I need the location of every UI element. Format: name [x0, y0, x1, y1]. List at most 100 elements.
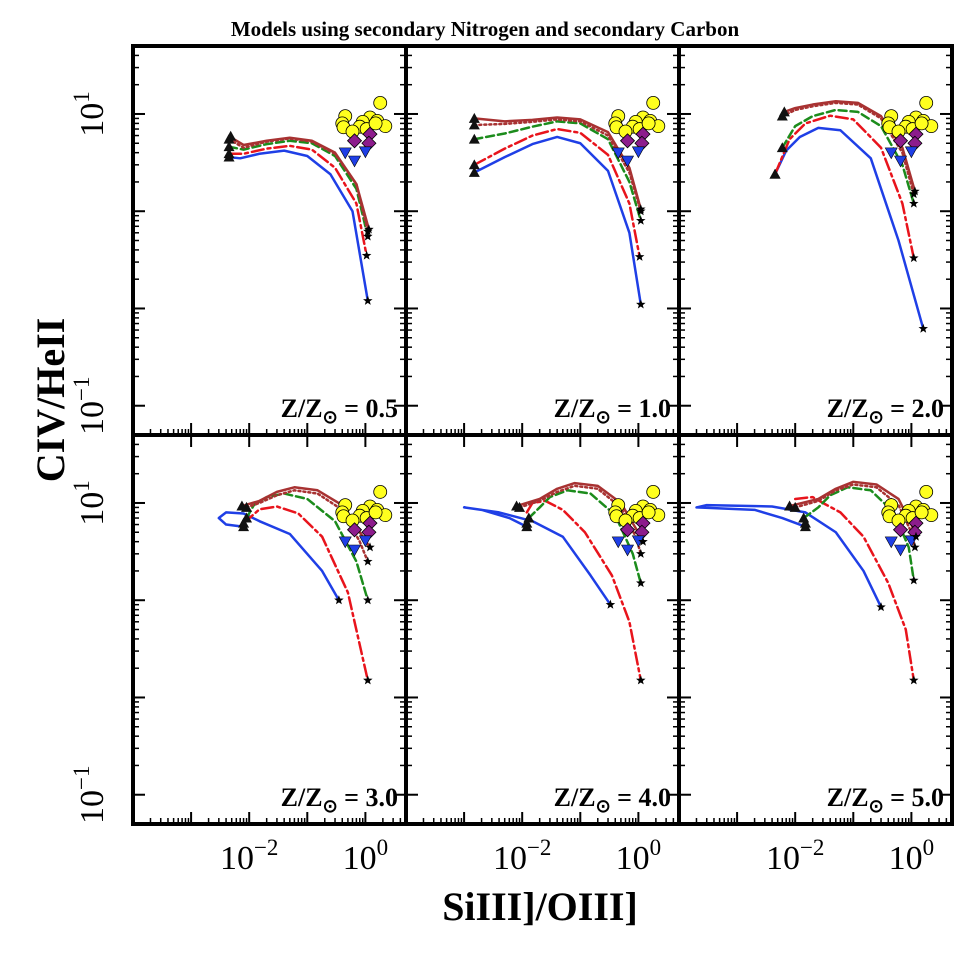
observed-triangle-down-point	[348, 544, 362, 557]
observed-triangle-down-point	[338, 536, 352, 549]
panel-metallicity-label: Z/Z⊙ = 1.0	[554, 394, 671, 427]
observed-triangle-down-point	[904, 146, 918, 159]
chart-title: Models using secondary Nitrogen and seco…	[231, 17, 740, 41]
panel-label-base: Z/Z	[554, 394, 596, 423]
model-end-star	[636, 299, 646, 309]
model-end-star	[605, 599, 616, 609]
observed-circle-point	[646, 484, 661, 499]
x-tick-label: 100	[889, 835, 935, 877]
y-tick-label: 10−1	[69, 765, 111, 823]
y-tick-label-exponent: −1	[69, 765, 94, 789]
model-end-star	[636, 675, 646, 685]
model-line-green-dashed	[802, 486, 916, 582]
y-tick-label-base: 10	[74, 103, 111, 137]
x-tick-label: 100	[616, 835, 662, 877]
observed-circle-point	[373, 95, 388, 110]
model-end-star	[909, 198, 919, 208]
panel-label-value: = 1.0	[611, 394, 671, 423]
model-end-star	[364, 224, 374, 234]
panel-label-base: Z/Z	[554, 783, 596, 812]
panel-label-value: = 3.0	[338, 783, 398, 812]
model-end-star	[918, 323, 929, 333]
x-tick-label: 100	[343, 835, 389, 877]
model-start-triangle	[784, 500, 796, 511]
model-start-triangle	[523, 512, 535, 523]
x-tick-label-base: 10	[220, 840, 254, 877]
observed-triangle-down-point	[631, 146, 645, 159]
model-end-star	[910, 542, 920, 552]
model-line-blue-solid	[462, 506, 612, 606]
panel-metallicity-label: Z/Z⊙ = 3.0	[281, 783, 398, 816]
model-start-triangle	[223, 141, 235, 152]
model-start-triangle	[468, 167, 480, 177]
observed-diamond-point	[346, 133, 363, 149]
model-start-triangle	[225, 130, 237, 141]
observed-triangle-down-point	[358, 535, 372, 548]
model-start-triangle	[769, 168, 781, 179]
model-end-star	[636, 204, 646, 214]
observed-triangle-down-point	[621, 155, 635, 168]
panel-metallicity-label: Z/Z⊙ = 0.5	[281, 394, 398, 427]
x-tick-label-exponent: −2	[800, 835, 824, 860]
panel-1: Z/Z⊙ = 0.5	[131, 44, 408, 437]
x-tick-label: 10−2	[220, 835, 278, 877]
model-line-brown-solid	[515, 481, 645, 543]
y-tick-label-exponent: −1	[69, 376, 94, 400]
model-end-star	[909, 675, 919, 685]
panel-label-subscript: ⊙	[869, 407, 884, 427]
observed-diamond-point	[346, 522, 363, 538]
panel-label-value: = 2.0	[884, 394, 944, 423]
observed-diamond-point	[619, 133, 636, 149]
y-tick-label-base: 10	[74, 492, 111, 526]
observed-circle-point	[646, 95, 661, 110]
y-tick-label-base: 10	[74, 790, 111, 824]
observed-circle-point	[368, 505, 383, 520]
model-end-star	[638, 536, 648, 546]
model-end-star	[909, 575, 919, 585]
model-line-brown-dotted	[793, 483, 917, 549]
model-end-star	[361, 250, 372, 260]
panel-metallicity-label: Z/Z⊙ = 4.0	[554, 783, 671, 816]
panel-frame	[404, 44, 681, 437]
x-tick-label-exponent: 0	[650, 835, 662, 860]
observed-circle-point	[373, 484, 388, 499]
observed-diamond-point	[892, 522, 909, 538]
panel-metallicity-label: Z/Z⊙ = 2.0	[827, 394, 944, 427]
model-start-triangle	[468, 159, 480, 170]
panel-label-value: = 4.0	[611, 783, 671, 812]
model-end-star	[365, 542, 375, 552]
observed-circle-point	[641, 116, 656, 131]
observed-triangle-down-point	[348, 155, 362, 168]
model-end-star	[910, 186, 920, 196]
model-line-blue-solid	[773, 126, 925, 330]
model-end-star	[634, 251, 645, 261]
panel-label-base: Z/Z	[827, 394, 869, 423]
panel-label-subscript: ⊙	[596, 796, 611, 816]
x-tick-label: 10−2	[493, 835, 551, 877]
model-line-green-dashed	[473, 120, 643, 222]
model-line-brown-dotted	[245, 489, 370, 563]
panel-label-base: Z/Z	[281, 783, 323, 812]
panel-frame	[131, 44, 408, 437]
y-axis-label: CIV/HeII	[28, 318, 73, 482]
panel-5: Z/Z⊙ = 4.0	[404, 433, 681, 826]
model-end-star	[636, 215, 646, 225]
model-start-triangle	[468, 112, 480, 123]
x-tick-label-base: 10	[766, 840, 800, 877]
observed-triangle-down-point	[338, 147, 352, 160]
panel-label-subscript: ⊙	[323, 796, 338, 816]
x-tick-label: 10−2	[766, 835, 824, 877]
model-start-triangle	[468, 119, 480, 130]
model-start-triangle	[223, 148, 235, 159]
y-tick-label-exponent: 1	[69, 91, 94, 103]
observed-circle-point	[914, 116, 929, 131]
observed-diamond-point	[892, 133, 909, 149]
observed-triangle-down-point	[611, 147, 625, 160]
model-start-triangle	[468, 133, 480, 144]
panel-label-base: Z/Z	[281, 394, 323, 423]
model-end-star	[636, 548, 646, 558]
observed-circle-point	[641, 505, 656, 520]
model-line-brown-dotted	[518, 484, 643, 556]
model-start-triangle	[798, 512, 810, 523]
